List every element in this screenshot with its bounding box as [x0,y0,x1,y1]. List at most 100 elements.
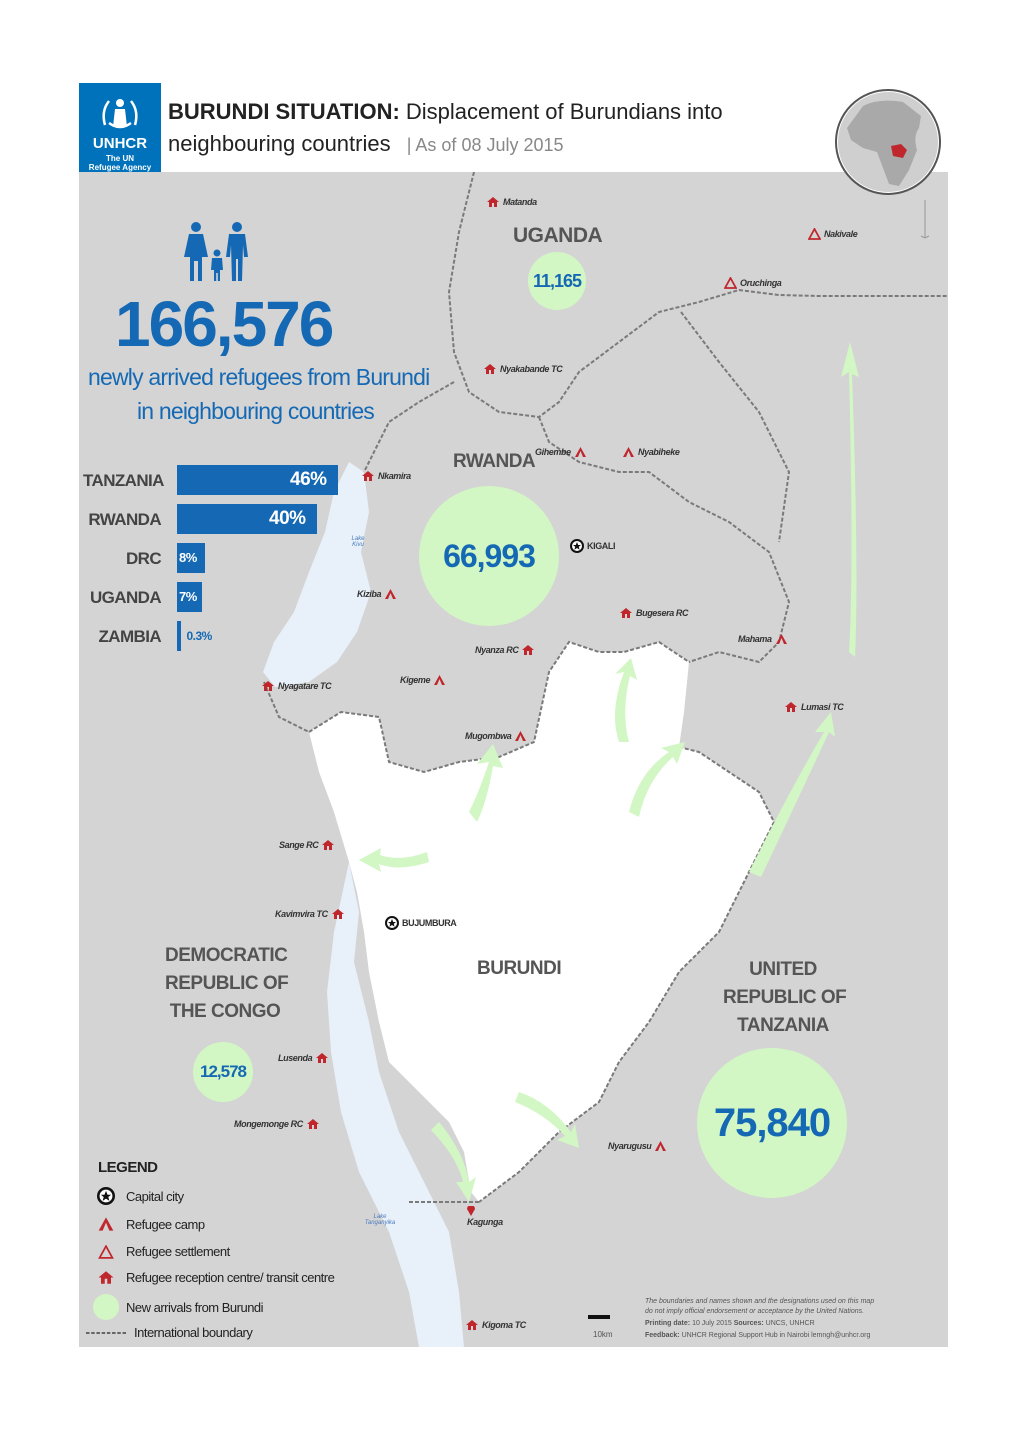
site-label: BUJUMBURA [402,918,457,928]
site-kigeme: Kigeme [400,674,446,686]
site-kigali: KIGALI [570,539,616,553]
tanzania-name-1: UNITED [749,959,817,980]
arrival-arrows [359,342,859,1202]
legend-capital-label: Capital city [126,1188,184,1204]
site-label: Mahama [738,634,772,644]
refugee-camp-icon [385,589,397,599]
site-mugombwa: Mugombwa [465,730,527,742]
legend-reception: Refugee reception centre/ transit centre [86,1270,335,1285]
site-label: Nkamira [378,471,411,481]
drc-name-1: DEMOCRATIC [165,945,288,966]
lake-kivu-label-2: Kivu [352,542,364,548]
legend-camp-label: Refugee camp [126,1216,205,1232]
legend-reception-label: Refugee reception centre/ transit centre [126,1270,335,1285]
site-nakivale: Nakivale [808,228,858,240]
refugee-camp-icon [574,447,586,457]
as-of-date: | As of 08 July 2015 [406,135,564,155]
legend-capital: Capital city [86,1187,184,1205]
site-nyarugusu: Nyarugusu [608,1140,667,1152]
site-label: Nakivale [824,229,858,239]
boundary-line-icon [86,1331,126,1334]
org-subtitle-1: The UN [106,154,134,163]
bar-category-drc: DRC [125,549,162,568]
drc-name-3: THE CONGO [169,1001,281,1022]
summary-caption-1: newly arrived refugees from Burundi [88,364,430,390]
reception-centre-icon [331,909,344,919]
bar-value-label-drc: 8% [179,550,197,565]
map: UGANDA RWANDA BURUNDI DEMOCRATIC REPUBLI… [79,172,948,1347]
lake-tanganyika-label-1: Lake [373,1214,387,1220]
site-label: Mugombwa [465,731,512,741]
site-label: Matanda [503,197,537,207]
disclaimer-line-2: do not imply official endorsement or acc… [645,1308,865,1315]
burundi-territory [309,642,774,1202]
refugee-camp-icon [98,1217,114,1231]
legend-boundary-label: International boundary [134,1325,253,1340]
share-bar-chart: TANZANIA 46% RWANDA 40% DRC 8% UGANDA 7% ZAMBIA 0… [79,465,369,665]
reception-centre-icon [306,1119,319,1129]
reception-centre-icon [262,681,274,691]
bar-value-label-zambia: 0.3% [186,629,213,643]
arrow-to-tanzania-2 [749,712,835,877]
feedback-value: UNHCR Regional Support Hub in Nairobi le… [679,1332,871,1339]
site-kigoma: Kigoma TC [465,1319,526,1331]
scale-bar [588,1315,610,1319]
capital-city-icon [570,539,584,553]
unhcr-logo: UNHCR The UN Refugee Agency [79,83,161,187]
refugee-family-icon [184,222,248,281]
org-name: UNHCR [92,135,148,152]
site-nyagatare: Nyagatare TC [261,680,332,692]
site-label: Oruchinga [740,278,782,288]
bar-drc [177,543,205,573]
refugee-camp-icon [775,634,787,644]
bar-zambia [177,621,181,651]
reception-centre-icon [522,645,535,655]
lake-kivu [263,462,371,687]
bar-tanzania [177,465,338,495]
sources-value: UNCS, UNHCR [763,1320,815,1327]
feedback: Feedback: UNHCR Regional Support Hub in … [645,1330,935,1342]
site-label: Nyagatare TC [278,681,332,691]
arrow-to-drc [359,848,429,872]
bar-category-rwanda: RWANDA [88,510,161,529]
site-oruchinga: Oruchinga [724,277,782,289]
legend-arrivals-label: New arrivals from Burundi [126,1299,264,1315]
bar-rwanda [177,504,317,534]
scale-label: 10km [593,1330,613,1339]
lake-kivu-label-1: Lake [351,536,365,542]
site-label: Kigeme [400,675,431,685]
site-label: Sange RC [279,840,319,850]
tanzania-name-2: REPUBLIC OF [723,987,847,1008]
bar-uganda [177,582,202,612]
africa-landmass [847,100,921,186]
page-title-line2: neighbouring countries | As of 08 July 2… [168,131,564,157]
capital-city-icon [97,1187,115,1205]
arrow-to-uganda [841,342,859,657]
north-arrow-icon [920,200,930,239]
location-pin-icon [467,1206,475,1216]
summary-caption-2: in neighbouring countries [137,398,375,424]
bubble-tanzania: 75,840 [697,1048,847,1198]
legend-arrivals: New arrivals from Burundi [86,1294,264,1320]
printing-date: Printing date: 10 July 2015 Sources: UNC… [645,1318,935,1330]
refugee-settlement-icon [808,228,821,240]
bubble-rwanda: 66,993 [419,486,559,626]
inset-globe [835,89,941,195]
site-sange: Sange RC [279,839,335,851]
reception-centre-icon [620,608,632,618]
refugee-settlement-icon [98,1244,114,1259]
drc-name-2: REPUBLIC OF [165,973,289,994]
site-nyabiheke: Nyabiheke [622,446,680,458]
reception-centre-icon [322,840,335,850]
country-label-burundi: BURUNDI [477,958,562,979]
bar-category-uganda: UGANDA [89,588,162,607]
site-label: Bugesera RC [636,608,689,618]
refugee-camp-icon [434,675,446,685]
bar-category-tanzania: TANZANIA [83,471,164,490]
lake-tanganyika [327,862,464,1347]
site-bugesera: Bugesera RC [619,607,689,619]
unhcr-emblem-icon [102,99,138,129]
site-lusenda: Lusenda [278,1052,329,1064]
refugee-camp-icon [623,447,634,457]
map-base-svg [263,172,948,1347]
